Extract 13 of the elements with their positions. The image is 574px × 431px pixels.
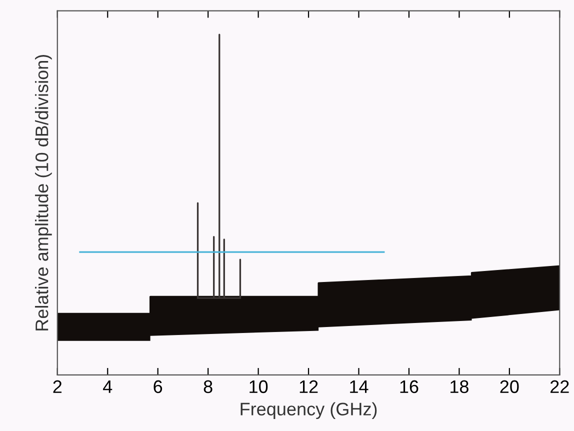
x-axis-title: Frequency (GHz) [240, 402, 377, 420]
x-tick-label: 6 [154, 380, 162, 394]
x-tick-label: 4 [103, 380, 112, 393]
x-tick-label: 12 [300, 380, 318, 393]
x-tick-label: 14 [350, 380, 368, 393]
x-tick-label: 2 [53, 380, 62, 393]
x-tick-label: 16 [400, 380, 418, 394]
x-tick-label: 8 [204, 380, 212, 394]
y-axis-title: Relative amplitude (10 dB/division) [35, 54, 52, 330]
x-tick-label: 22 [550, 380, 569, 393]
x-tick-label: 18 [450, 380, 468, 394]
x-tick-label: 10 [250, 380, 268, 394]
x-tick-label: 20 [500, 380, 519, 394]
